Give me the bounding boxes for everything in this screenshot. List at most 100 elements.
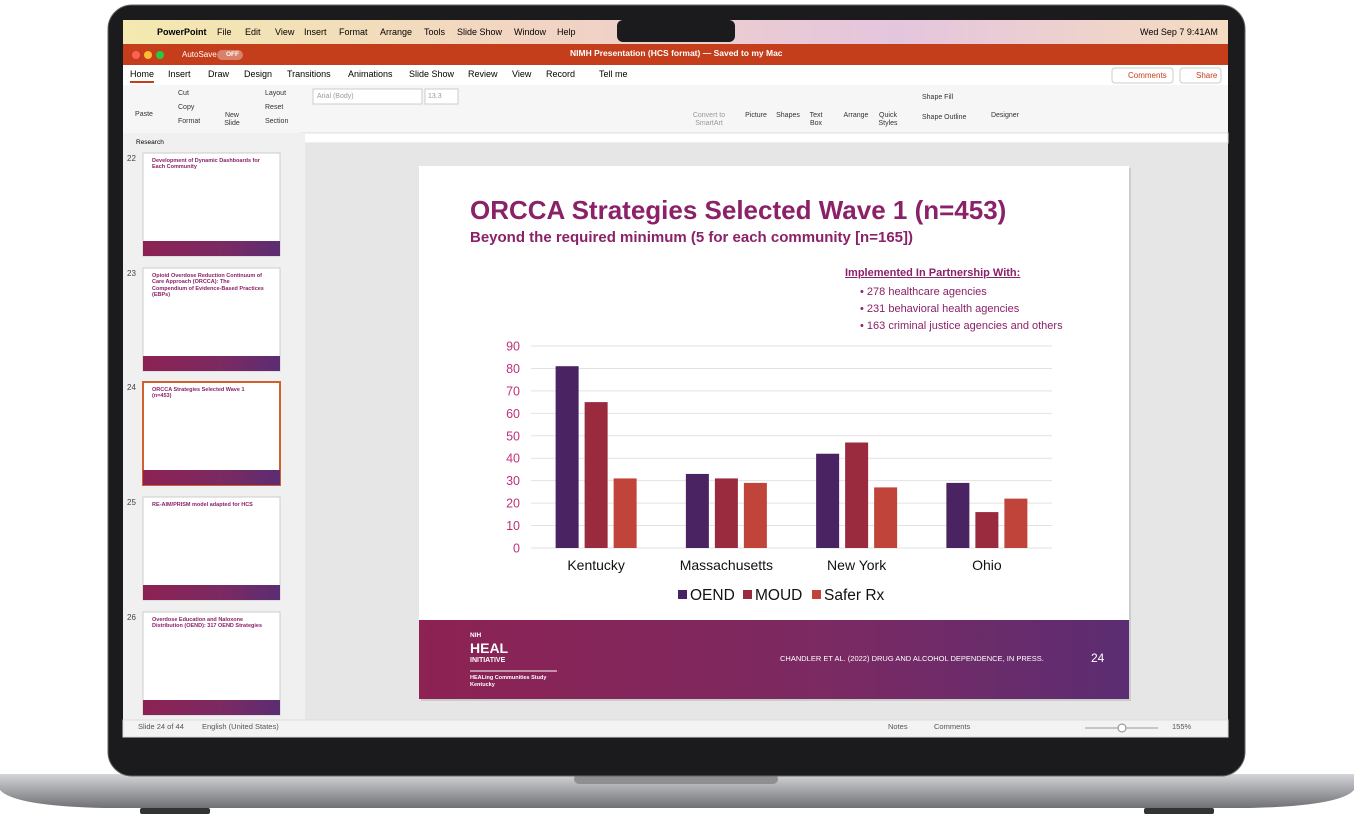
page-number: 24: [1091, 651, 1105, 665]
zoom-thumb[interactable]: [1117, 723, 1127, 733]
menu-item[interactable]: Edit: [245, 27, 261, 37]
legend-label: OEND: [690, 587, 735, 604]
size-box[interactable]: [424, 88, 459, 105]
ribbon-tab[interactable]: Review: [468, 69, 498, 79]
ribbon-tab[interactable]: Slide Show: [409, 69, 455, 79]
menu-item[interactable]: File: [217, 27, 232, 37]
ribbon-tab[interactable]: Home: [130, 69, 155, 84]
menu-item[interactable]: Slide Show: [457, 27, 503, 37]
thumbnail-footer: [143, 700, 280, 715]
app-menu[interactable]: PowerPoint: [157, 27, 207, 37]
ribbon-button[interactable]: Arial (Body): [317, 93, 354, 100]
ribbon-button[interactable]: Copy: [178, 104, 195, 111]
thumbnail-title: Overdose Education and Naloxone Distribu…: [152, 617, 263, 630]
slide-subtitle: Beyond the required minimum (5 for each …: [470, 229, 913, 246]
close[interactable]: [132, 51, 140, 59]
ribbon-tab[interactable]: Draw: [208, 69, 230, 79]
ribbon-tab[interactable]: Design: [244, 69, 273, 79]
menu-item[interactable]: Window: [514, 27, 547, 37]
ribbon-button[interactable]: Paste: [135, 111, 153, 118]
thumbnail-number: 26: [127, 613, 136, 622]
slide-thumbnail[interactable]: [142, 611, 281, 716]
menu-item[interactable]: Format: [339, 27, 368, 37]
minimize[interactable]: [144, 51, 152, 59]
ribbon-button[interactable]: Format: [178, 118, 201, 125]
y-tick-label: 90: [506, 340, 520, 354]
ribbon-button[interactable]: Designer: [990, 112, 1019, 119]
ribbon-button[interactable]: Cut: [178, 90, 189, 97]
logo-text: HEAL: [470, 640, 509, 656]
bar: [845, 442, 869, 548]
share-label[interactable]: Share: [1196, 71, 1218, 80]
y-tick-label: 70: [506, 384, 520, 398]
y-tick-label: 50: [506, 429, 520, 443]
menu-item[interactable]: Insert: [304, 27, 327, 37]
bar: [1004, 498, 1028, 548]
ribbon-button[interactable]: Arrange: [843, 112, 869, 119]
status-notes[interactable]: Notes: [888, 722, 908, 731]
font-box[interactable]: [312, 88, 423, 105]
comments-label[interactable]: Comments: [1128, 71, 1167, 80]
ribbon-button[interactable]: Shape Outline: [922, 114, 967, 121]
partner: 231 behavioral health agencies: [860, 303, 1019, 316]
x-tick-label: New York: [827, 557, 887, 573]
section-header: Research: [136, 139, 164, 146]
bar: [613, 478, 637, 548]
y-tick-label: 60: [506, 407, 520, 421]
ribbon-button[interactable]: Shape Fill: [922, 94, 954, 101]
tab-row: [123, 65, 1228, 85]
ribbon-tab[interactable]: Insert: [168, 69, 191, 79]
y-tick-label: 30: [506, 474, 520, 488]
toggle[interactable]: [217, 50, 243, 60]
slide-thumbnail[interactable]: [142, 267, 281, 372]
status-language: English (United States): [202, 722, 279, 731]
slide-thumbnail[interactable]: [142, 152, 281, 257]
menu-item[interactable]: Arrange: [380, 27, 413, 37]
bar: [584, 402, 608, 548]
y-tick-label: 40: [506, 452, 520, 466]
ribbon-button[interactable]: New Slide: [224, 112, 240, 128]
ribbon-button[interactable]: 13.3: [428, 93, 442, 100]
thumbnail-footer: [143, 585, 280, 600]
title-bar: [123, 44, 1228, 65]
x-tick-label: Kentucky: [567, 557, 625, 573]
foot: [1144, 808, 1214, 814]
ribbon-button[interactable]: Reset: [265, 104, 284, 111]
menu-item[interactable]: Help: [557, 27, 576, 37]
thumbnail-number: 24: [127, 383, 136, 392]
zoom[interactable]: [156, 51, 164, 59]
thumbnail-footer: [143, 470, 280, 485]
thumbnail-number: 25: [127, 498, 136, 507]
x-tick-label: Ohio: [972, 557, 1002, 573]
ribbon-button[interactable]: Quick Styles: [878, 112, 898, 128]
autosave-toggle[interactable]: OFF: [226, 51, 239, 58]
x-tick-label: Massachusetts: [680, 557, 773, 573]
ribbon-button[interactable]: Text Box: [809, 112, 823, 128]
share-button[interactable]: [1179, 67, 1222, 84]
bar: [816, 453, 840, 548]
ribbon-tab[interactable]: Animations: [348, 69, 393, 79]
slide-thumbnail[interactable]: [142, 381, 281, 486]
ribbon-button[interactable]: Layout: [265, 90, 287, 97]
citation: CHANDLER ET AL. (2022) DRUG AND ALCOHOL …: [780, 654, 1044, 663]
logo-text: INITIATIVE: [470, 657, 506, 664]
thumbnail-footer: [143, 241, 280, 256]
ribbon-button[interactable]: Convert to SmartArt: [692, 112, 726, 128]
comments-button[interactable]: [1111, 67, 1174, 84]
menu-item[interactable]: View: [275, 27, 295, 37]
status-comments[interactable]: Comments: [934, 722, 971, 731]
ribbon-tab[interactable]: Transitions: [287, 69, 331, 79]
ribbon-button[interactable]: Shapes: [776, 112, 800, 119]
slide-thumbnail[interactable]: [142, 496, 281, 601]
bar: [946, 482, 970, 548]
ribbon-tab[interactable]: Record: [546, 69, 576, 79]
menu-item[interactable]: Tools: [424, 27, 446, 37]
ribbon-button[interactable]: Section: [265, 118, 289, 125]
bar: [714, 478, 738, 548]
ribbon-button[interactable]: Picture: [745, 112, 767, 119]
ribbon-tab[interactable]: View: [512, 69, 532, 79]
slide: [419, 166, 1129, 699]
tell-me[interactable]: Tell me: [599, 69, 628, 79]
